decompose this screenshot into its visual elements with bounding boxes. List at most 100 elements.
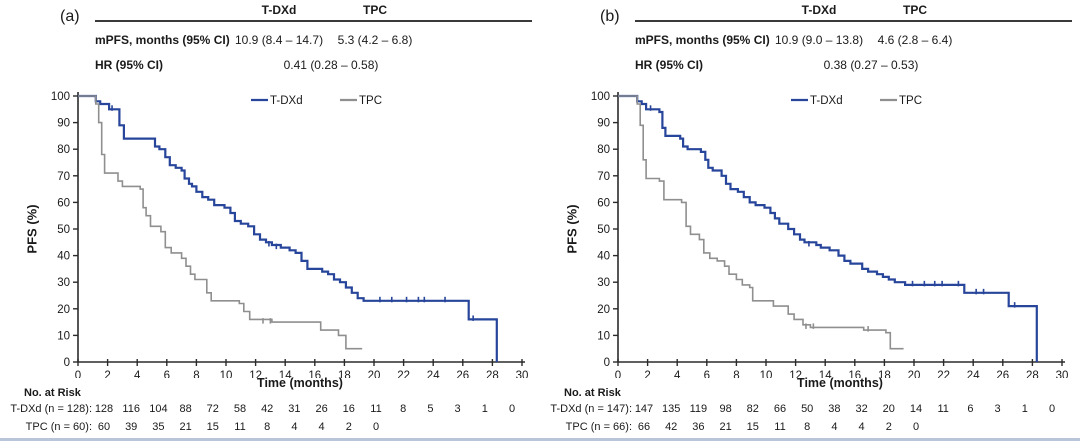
risk-value: 104 xyxy=(149,403,168,415)
panel-b: (b) T-DXd TPC mPFS, months (95% CI) 10.9… xyxy=(540,0,1080,438)
risk-value: 1 xyxy=(1021,403,1028,415)
x-axis-title-row: Time (months) xyxy=(0,376,540,392)
summary-row-hr: HR (95% CI) 0.38 (0.27 – 0.53) xyxy=(635,58,1072,72)
summary-col-tdxd: T-DXd xyxy=(801,3,837,17)
x-tick-label: 0 xyxy=(75,370,81,378)
risk-value: 0 xyxy=(508,403,516,415)
summary-col-tpc: TPC xyxy=(903,3,927,17)
risk-value: 26 xyxy=(315,403,328,415)
hr-label: HR (95% CI) xyxy=(95,58,164,72)
risk-value: 36 xyxy=(692,421,705,433)
risk-value: 35 xyxy=(152,421,165,433)
risk-table-title: No. at Risk xyxy=(24,387,81,399)
x-tick-label: 6 xyxy=(164,370,170,378)
risk-value: 20 xyxy=(882,403,895,415)
y-tick-label: 50 xyxy=(57,224,70,236)
mpfs-tdxd-value: 10.9 (9.0 – 13.8) xyxy=(775,33,864,47)
risk-value: 42 xyxy=(665,421,678,433)
x-tick-label: 12 xyxy=(249,370,262,378)
risk-value: 4 xyxy=(831,421,838,433)
x-tick-label: 14 xyxy=(279,370,292,378)
y-tick-label: 40 xyxy=(597,251,610,263)
risk-value: 82 xyxy=(746,403,759,415)
mpfs-tpc-value: 5.3 (4.2 – 6.8) xyxy=(337,33,413,47)
risk-value: 58 xyxy=(233,403,247,415)
risk-value: 3 xyxy=(994,403,1001,415)
y-tick-label: 10 xyxy=(597,330,610,342)
risk-value: 147 xyxy=(634,403,654,415)
risk-value: 11 xyxy=(370,403,382,415)
risk-value: 72 xyxy=(206,403,219,415)
summary-row-mpfs: mPFS, months (95% CI) 10.9 (8.4 – 14.7) … xyxy=(95,33,532,47)
x-tick-label: 2 xyxy=(104,370,110,378)
risk-value: 39 xyxy=(125,421,138,433)
risk-value: 31 xyxy=(288,403,301,415)
summary-table-b: (b) T-DXd TPC mPFS, months (95% CI) 10.9… xyxy=(540,0,1080,86)
y-tick-label: 30 xyxy=(597,277,610,289)
risk-value: 4 xyxy=(291,421,298,433)
x-tick-label: 26 xyxy=(456,370,469,378)
y-tick-label: 20 xyxy=(597,304,610,316)
risk-value: 4 xyxy=(318,421,325,433)
y-tick-label: 40 xyxy=(57,251,70,263)
x-tick-label: 0 xyxy=(615,370,621,378)
hr-label: HR (95% CI) xyxy=(635,58,704,72)
risk-value: 14 xyxy=(909,403,923,415)
risk-row: T-DXd (n = 128): 128 116 104 88 72 58 42 31 26 16 1… xyxy=(0,403,540,417)
x-tick-label: 22 xyxy=(397,370,410,378)
chart-area-a: PFS (%) 0 10 20 30 40 50 60 70 80 90 100 0 2 4 6 8 10 12 1… xyxy=(0,86,540,378)
risk-value: 0 xyxy=(912,421,920,433)
x-tick-label: 20 xyxy=(908,370,921,378)
y-tick-label: 50 xyxy=(597,224,610,236)
x-axis-title: Time (months) xyxy=(797,376,883,390)
y-tick-label: 60 xyxy=(57,197,70,209)
legend-label-t-dxd: T-DXd xyxy=(810,95,843,107)
summary-col-tpc: TPC xyxy=(363,3,387,17)
summary-row-hr: HR (95% CI) 0.41 (0.28 – 0.58) xyxy=(95,58,532,72)
risk-value: 66 xyxy=(773,403,787,415)
hr-value: 0.38 (0.27 – 0.53) xyxy=(823,58,919,72)
risk-value: 11 xyxy=(234,421,246,433)
risk-value: 11 xyxy=(774,421,786,433)
risk-value: 2 xyxy=(885,421,892,433)
risk-table-title: No. at Risk xyxy=(564,387,621,399)
x-tick-label: 24 xyxy=(967,370,980,378)
y-tick-label: 0 xyxy=(604,357,610,369)
x-tick-label: 16 xyxy=(308,370,321,378)
risk-value: 2 xyxy=(345,421,352,433)
chart-area-b: PFS (%) 0 10 20 30 40 50 60 70 80 90 100 0 2 4 6 8 10 12 1… xyxy=(540,86,1080,378)
x-tick-label: 10 xyxy=(220,370,233,378)
x-tick-label: 16 xyxy=(848,370,861,378)
risk-value: 5 xyxy=(427,403,434,415)
legend-label-tpc: TPC xyxy=(359,95,382,107)
x-tick-label: 18 xyxy=(338,370,351,378)
x-tick-label: 2 xyxy=(644,370,650,378)
panel-label: (a) xyxy=(60,8,80,25)
legend-label-t-dxd: T-DXd xyxy=(270,95,303,107)
risk-value: 50 xyxy=(801,403,814,415)
summary-grid: T-DXd TPC mPFS, months (95% CI) 10.9 (9.… xyxy=(635,3,1072,72)
risk-value: 119 xyxy=(689,403,708,415)
risk-value: 3 xyxy=(454,403,461,415)
risk-row-label: T-DXd (n = 147): xyxy=(550,403,632,415)
y-tick-label: 100 xyxy=(51,91,70,103)
risk-value: 8 xyxy=(264,421,271,433)
mpfs-label: mPFS, months (95% CI) xyxy=(635,33,770,47)
risk-row-label: T-DXd (n = 128): xyxy=(10,403,92,415)
x-tick-label: 22 xyxy=(937,370,950,378)
x-tick-label: 20 xyxy=(368,370,381,378)
mpfs-tdxd-value: 10.9 (8.4 – 14.7) xyxy=(235,33,324,47)
km-curve-t-dxd xyxy=(618,94,1038,362)
x-tick-label: 26 xyxy=(996,370,1009,378)
risk-value: 60 xyxy=(97,421,111,433)
km-curve-tpc xyxy=(618,95,904,350)
y-tick-label: 80 xyxy=(57,144,70,156)
summary-col-tdxd: T-DXd xyxy=(261,3,297,17)
risk-value: 16 xyxy=(342,403,355,415)
y-tick-label: 30 xyxy=(57,277,70,289)
x-tick-label: 8 xyxy=(733,370,739,378)
risk-value: 15 xyxy=(746,421,759,433)
x-tick-label: 4 xyxy=(134,370,141,378)
panel-label: (b) xyxy=(600,8,620,25)
